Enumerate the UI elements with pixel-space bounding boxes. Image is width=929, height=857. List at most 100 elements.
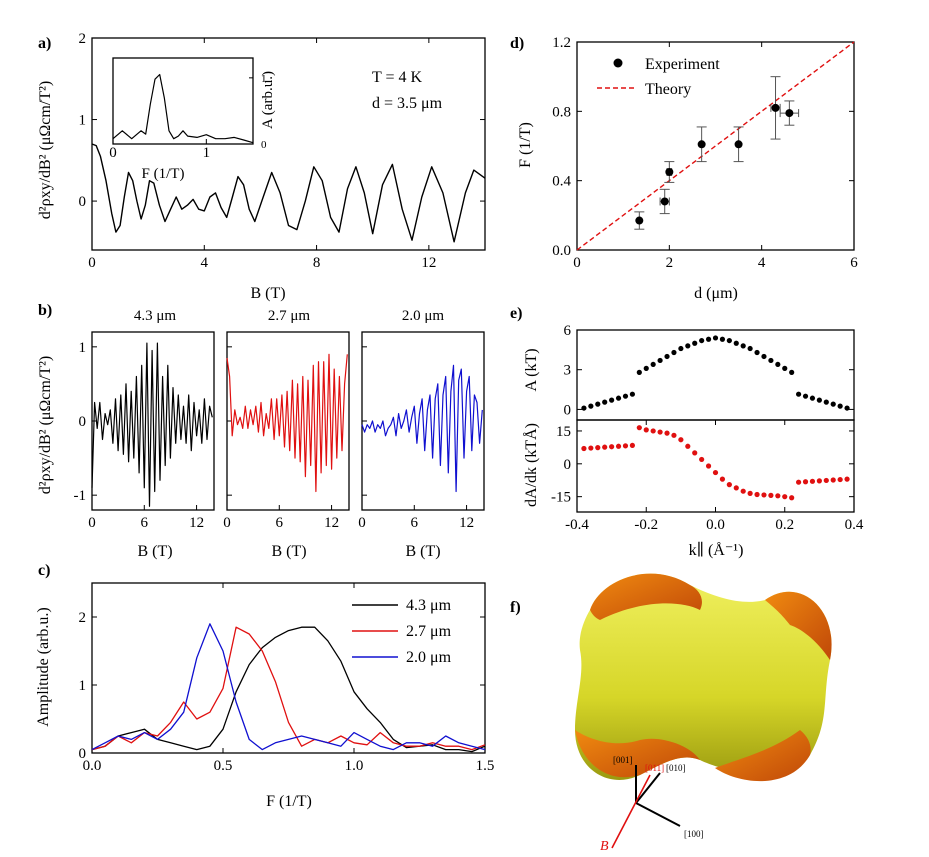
a-ylabel: d²ρxy/dB² (μΩcm/T²) [37, 81, 54, 219]
e-bottom-point-32 [802, 479, 809, 485]
d-experiment-point-4 [734, 140, 743, 149]
b1-xtick-label-0: 0 [88, 515, 96, 531]
e-top-point-26 [761, 353, 767, 360]
e-bottom-point-36 [830, 477, 836, 483]
e-bottom-point-3 [602, 444, 608, 450]
c-series-line-2 [91, 626, 486, 751]
e-bottom-frame [576, 419, 855, 513]
e-bottom-point-0 [581, 445, 587, 452]
crystal-axes: [001] [011] [010] [100] B [600, 755, 704, 854]
e-top-point-11 [657, 357, 663, 364]
e-top-point-13 [671, 349, 677, 356]
e-xtick-label-2: 0.0 [706, 517, 725, 533]
axis-100-label: [100] [684, 829, 704, 839]
e-bottom-point-18 [705, 463, 712, 469]
b-xlabel-3: B (T) [405, 543, 440, 560]
e-top-point-22 [733, 340, 739, 346]
e-bottom-point-2 [595, 445, 601, 451]
a-annotation-thickness: d = 3.5 μm [372, 95, 443, 112]
e-bottom-point-34 [816, 478, 822, 484]
e-bottom-point-25 [754, 491, 760, 498]
c-xtick-label-1: 0.5 [214, 758, 233, 774]
c-legend-label-2: 2.7 μm [406, 623, 452, 640]
fermi-surface-cap-bottom-left [575, 730, 700, 778]
b-xlabel-1: B (T) [137, 543, 172, 560]
b-title-1: 4.3 μm [134, 308, 177, 324]
e-top-point-27 [768, 357, 774, 364]
e-top-point-10 [650, 361, 656, 368]
e-top-point-35 [823, 399, 829, 405]
e-top-point-23 [740, 343, 746, 349]
e-top-point-24 [747, 345, 753, 352]
a-inset-ytick-label-1: 1 [261, 73, 267, 85]
e-ylabel-top: A (kT) [523, 348, 540, 391]
b3-xtick-label-1: 6 [411, 515, 419, 531]
c-legend-label-3: 2.0 μm [406, 649, 452, 666]
d-legend-marker-experiment [613, 58, 623, 68]
d-theory-line [576, 41, 855, 251]
c-ytick-label-2: 2 [79, 610, 87, 626]
e-top-point-8 [636, 369, 642, 375]
e-bottom-point-8 [636, 425, 642, 431]
d-experiment-point-6 [785, 109, 794, 118]
e-top-point-29 [782, 365, 788, 371]
e-top-point-5 [615, 395, 622, 401]
e-top-ytick-label-0: 0 [564, 402, 572, 418]
a-xtick-label-2: 8 [313, 255, 321, 271]
e-top-point-19 [712, 335, 719, 341]
field-direction-label: B [600, 839, 609, 854]
a-inset-xtick-label-1: 1 [203, 145, 211, 161]
e-top-frame [576, 329, 855, 421]
b-xlabel-2: B (T) [271, 543, 306, 560]
e-bottom-point-11 [657, 429, 663, 435]
a-inset-xtick-label-0: 0 [109, 145, 117, 161]
d-ytick-label-1: 0.4 [552, 174, 571, 190]
e-top-point-30 [789, 369, 795, 375]
c-xlabel: F (1/T) [266, 793, 312, 810]
e-top-point-37 [837, 403, 843, 409]
b-title-3: 2.0 μm [402, 308, 445, 324]
e-bottom-point-16 [692, 450, 698, 456]
d-xtick-label-1: 2 [666, 255, 674, 271]
b1-ytick-label-0: -1 [74, 488, 87, 504]
e-bottom-point-31 [796, 479, 802, 485]
axis-001-label: [001] [613, 755, 633, 765]
e-top-point-36 [830, 401, 836, 407]
e-top-point-9 [643, 365, 649, 371]
b1-ytick-label-1: 0 [79, 414, 87, 430]
b2-xtick-label-0: 0 [223, 515, 231, 531]
e-bottom-point-27 [768, 492, 774, 498]
e-top-point-33 [809, 395, 816, 401]
a-inset-ytick-label-0: 0 [261, 139, 267, 151]
e-top-point-14 [678, 345, 684, 352]
e-bottom-point-5 [615, 443, 622, 449]
e-bottom-point-4 [609, 444, 615, 450]
fermi-surface-cap-top-left [590, 573, 702, 620]
e-bottom-point-10 [650, 428, 656, 434]
e-top-point-4 [609, 397, 615, 403]
e-top-point-7 [629, 391, 636, 397]
d-experiment-point-0 [635, 216, 644, 225]
e-bottom-point-6 [622, 443, 629, 449]
e-xlabel: k∥ (Å⁻¹) [689, 541, 744, 559]
e-top-point-25 [754, 349, 760, 356]
e-top-point-31 [796, 391, 802, 397]
d-xtick-label-3: 6 [850, 255, 858, 271]
a-series-line [91, 143, 486, 243]
b1-xtick-label-1: 6 [141, 515, 149, 531]
fermi-surface [575, 573, 832, 782]
b2-xtick-label-2: 12 [324, 515, 339, 531]
b3-series-line [361, 364, 483, 493]
b1-series-line [91, 342, 213, 507]
d-ytick-label-2: 0.8 [552, 104, 571, 120]
b3-xtick-label-0: 0 [358, 515, 366, 531]
d-ytick-label-0: 0.0 [552, 243, 571, 259]
e-bottom-point-38 [844, 476, 850, 482]
e-bottom-point-26 [761, 492, 767, 498]
b2-series-line [226, 353, 348, 493]
a-xtick-label-3: 12 [421, 255, 436, 271]
panel-f-label: f) [510, 599, 521, 616]
panel-c-label: c) [38, 562, 50, 579]
c-ytick-label-0: 0 [79, 746, 87, 762]
